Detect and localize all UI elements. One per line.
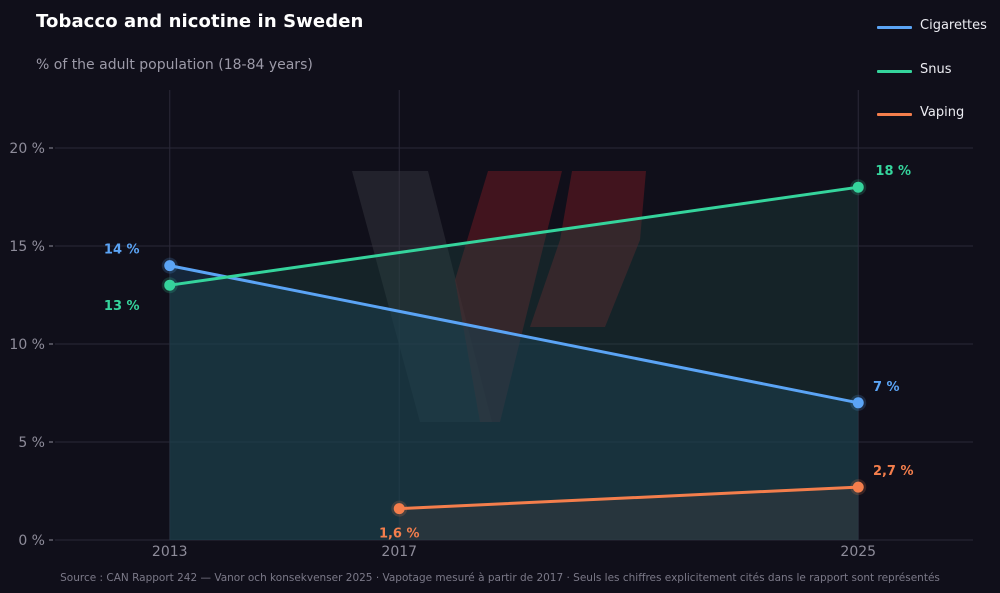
point-snus: [164, 279, 176, 291]
point-vaping: [393, 503, 405, 515]
data-label-cigarettes: 14 %: [104, 243, 140, 258]
data-points: [161, 179, 867, 517]
y-tick-label: 15 %: [9, 239, 45, 255]
data-labels: 14 % 7 % 13 % 18 % 1,6 % 2,7 %: [104, 164, 914, 541]
chart-subtitle: % of the adult population (18-84 years): [36, 57, 313, 73]
y-tick-label: 5 %: [18, 435, 45, 451]
point-snus: [852, 181, 864, 193]
data-label-snus: 18 %: [875, 164, 911, 179]
point-vaping: [852, 481, 864, 493]
watermark-w-tail: [530, 171, 646, 327]
area-vaping: [399, 487, 859, 540]
area-cigarettes: [169, 265, 859, 540]
legend-swatch-snus: [877, 70, 912, 73]
x-tick-label: 2025: [840, 544, 876, 560]
legend-label: Cigarettes: [920, 18, 987, 33]
y-tick-label: 20 %: [9, 141, 45, 157]
axes: 0 % 5 % 10 % 15 % 20 % 2013 2017 2025: [9, 141, 876, 560]
x-tick-label: 2017: [381, 544, 417, 560]
source-footnote: Source : CAN Rapport 242 — Vanor och kon…: [60, 572, 940, 584]
data-label-vaping: 1,6 %: [379, 527, 420, 542]
line-vaping: [397, 485, 860, 511]
x-tick-label: 2013: [152, 544, 188, 560]
area-fills: [169, 187, 859, 540]
point-cigarettes: [852, 397, 864, 409]
point-cigarettes: [164, 260, 176, 272]
chart-title: Tobacco and nicotine in Sweden: [36, 11, 364, 32]
line-snus: [168, 185, 860, 287]
y-tick-label: 0 %: [18, 533, 45, 549]
legend-swatch-vaping: [877, 113, 912, 116]
area-snus: [169, 187, 859, 540]
data-label-cigarettes: 7 %: [873, 380, 900, 395]
legend-label: Snus: [920, 62, 952, 77]
data-label-vaping: 2,7 %: [873, 464, 914, 479]
legend-swatch-cigarettes: [877, 26, 912, 29]
data-label-snus: 13 %: [104, 299, 140, 314]
legend-label: Vaping: [920, 105, 965, 120]
line-cigarettes: [168, 264, 860, 405]
series-lines: [168, 185, 860, 511]
y-tick-label: 10 %: [9, 337, 45, 353]
